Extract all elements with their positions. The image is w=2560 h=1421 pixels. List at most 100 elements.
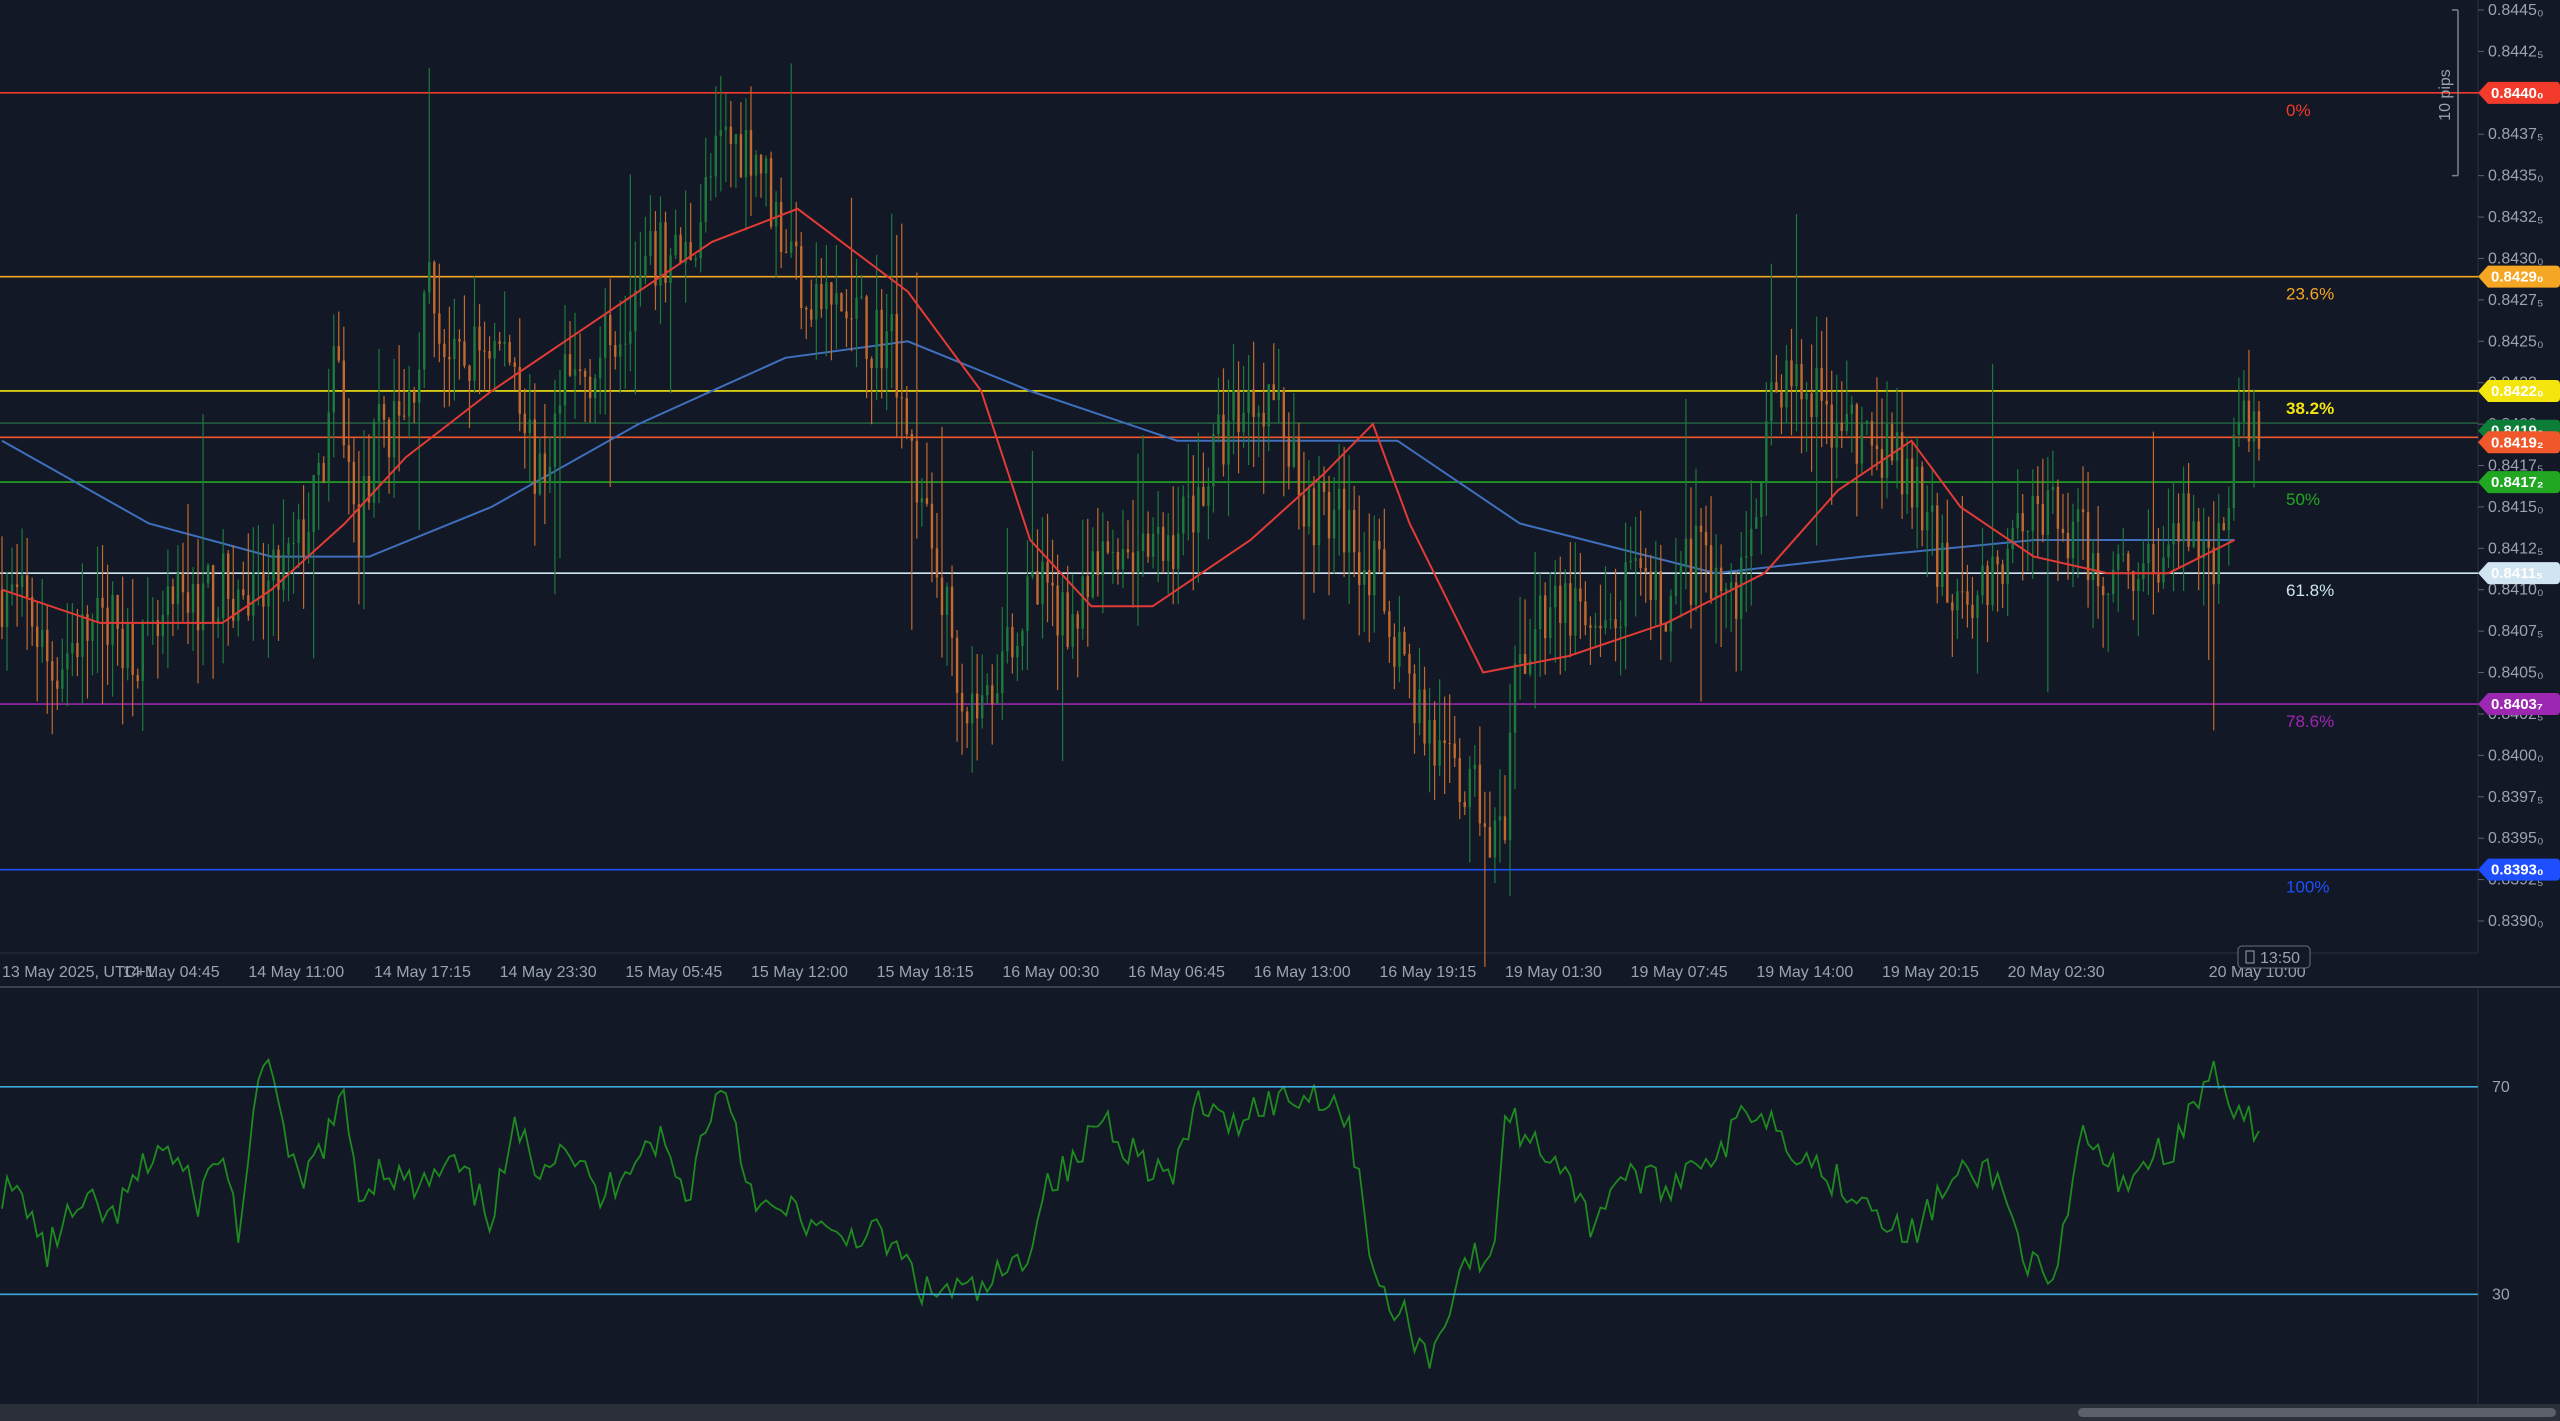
candle-body-336 — [1689, 538, 1693, 605]
candle-body-53 — [267, 580, 270, 607]
candle-body-212 — [1066, 592, 1069, 647]
price-badges: 0.8440₀ 0.8429₀ 0.8422₀ 0.8417₂ 0.8411₅ 0.840… — [2478, 81, 2560, 881]
price-axis[interactable]: 0.8445₀ 0.8442₅ 0.8440₀ 0.8437₅ 0.8435₀ 0.843… — [2478, 2, 2544, 930]
candle-body-165 — [830, 282, 833, 305]
time-label-9: 16 May 06:45 — [1128, 964, 1225, 981]
time-axis[interactable]: 13 May 2025, UTC+114 May 04:45 14 May 11:… — [2, 945, 2311, 981]
time-label-8: 16 May 00:30 — [1002, 964, 1099, 981]
price-tick-label-1: 0.8442₅ — [2488, 43, 2543, 60]
candle-body-206 — [1036, 571, 1039, 605]
horizontal-scrollbar[interactable] — [0, 1404, 2560, 1421]
oscillator-panel[interactable] — [0, 989, 2478, 1404]
candle-body-346 — [1740, 557, 1743, 619]
candle-body-408 — [2051, 486, 2055, 491]
candle-body-310 — [1559, 585, 1562, 623]
candle-body-85 — [428, 262, 431, 293]
candle-body-186 — [935, 548, 939, 578]
fib-label-0: 0% — [2286, 101, 2311, 120]
candle-body-294 — [1478, 764, 1482, 824]
candle-body-337 — [1694, 525, 1698, 605]
fib-badge-2-text: 0.8422₀ — [2491, 383, 2544, 400]
oscillator-series — [1, 1057, 2260, 1369]
candle-body-45 — [227, 553, 230, 599]
candle-body-378 — [1900, 432, 1904, 495]
candle-body-127 — [639, 275, 642, 290]
candle-body-241 — [1212, 434, 1215, 487]
candle-body-120 — [604, 314, 607, 358]
price-tick-label-14: 0.8410₀ — [2488, 582, 2544, 599]
candle-body-69 — [347, 445, 351, 462]
candle-body-210 — [1056, 585, 1059, 636]
time-label-2: 14 May 11:00 — [248, 964, 344, 981]
candle-body-323 — [1624, 562, 1627, 627]
candle-body-153 — [769, 158, 773, 227]
candle-body-68 — [342, 360, 346, 446]
candle-body-374 — [1880, 449, 1884, 478]
candle-body-274 — [1378, 540, 1381, 550]
price-tick-label-8: 0.8425₀ — [2488, 333, 2544, 350]
candle-body-184 — [925, 498, 929, 504]
price-tick-label-22: 0.8390₀ — [2488, 913, 2544, 930]
candle-body-396 — [1991, 556, 1994, 606]
candle-body-299 — [1503, 816, 1507, 841]
candle-body-242 — [1217, 414, 1220, 435]
candle-body-236 — [1187, 495, 1190, 497]
candle-body-308 — [1549, 607, 1552, 639]
candle-body-361 — [1815, 368, 1818, 418]
candle-body-283 — [1423, 689, 1426, 744]
candle-body-328 — [1649, 571, 1652, 601]
candle-body-384 — [1931, 505, 1934, 512]
current-time-box — [2237, 945, 2311, 969]
candle-body-176 — [885, 331, 888, 369]
candle-body-117 — [588, 376, 592, 399]
candle-body-350 — [1760, 482, 1763, 518]
pips-ruler-label: 10 pips — [2437, 69, 2454, 121]
candle-body-146 — [734, 134, 738, 144]
price-tick-label-12: 0.8415₀ — [2488, 499, 2544, 516]
candle-body-403 — [2026, 531, 2029, 533]
price-tick-label-13: 0.8412₅ — [2488, 540, 2543, 557]
candle-body-257 — [1292, 437, 1296, 467]
candle-body-247 — [1242, 412, 1245, 433]
candle-body-300 — [1508, 732, 1512, 841]
candle-body-407 — [2046, 490, 2050, 535]
candle-body-341 — [1714, 567, 1718, 599]
candle-body-24 — [121, 628, 124, 669]
candle-body-345 — [1735, 582, 1738, 619]
candle-body-59 — [297, 519, 300, 543]
candle-body-420 — [2112, 569, 2115, 594]
candle-body-255 — [1282, 389, 1285, 439]
candle-body-237 — [1192, 495, 1195, 533]
candle-body-357 — [1795, 364, 1798, 387]
price-panel[interactable] — [0, 0, 2478, 953]
candle-body-180 — [905, 398, 908, 434]
time-label-5: 15 May 05:45 — [625, 964, 722, 981]
candle-body-429 — [2157, 574, 2160, 583]
candle-body-406 — [2041, 504, 2045, 535]
candle-body-291 — [1463, 802, 1466, 808]
candle-body-93 — [468, 365, 471, 381]
candle-body-54 — [272, 549, 275, 581]
scrollbar-thumb[interactable] — [2078, 1408, 2556, 1417]
candle-body-185 — [930, 503, 934, 549]
candle-body-296 — [1488, 826, 1492, 858]
candle-body-205 — [1031, 571, 1034, 577]
candle-body-246 — [1237, 389, 1240, 433]
candle-body-243 — [1222, 414, 1225, 465]
candle-body-261 — [1312, 488, 1316, 546]
candle-body-194 — [975, 693, 979, 719]
candle-body-433 — [2177, 523, 2180, 542]
candle-body-251 — [1262, 412, 1265, 427]
candle-body-392 — [1971, 604, 1974, 619]
candle-body-344 — [1729, 582, 1733, 589]
candle-body-397 — [1996, 556, 1999, 565]
candle-body-422 — [2122, 553, 2125, 555]
candle-body-213 — [1071, 614, 1074, 647]
candle-body-326 — [1639, 558, 1642, 568]
candle-body-215 — [1081, 576, 1084, 629]
candle-body-426 — [2142, 563, 2145, 580]
candle-body-62 — [312, 474, 315, 533]
candle-body-125 — [629, 331, 632, 344]
candle-body-96 — [483, 350, 486, 352]
